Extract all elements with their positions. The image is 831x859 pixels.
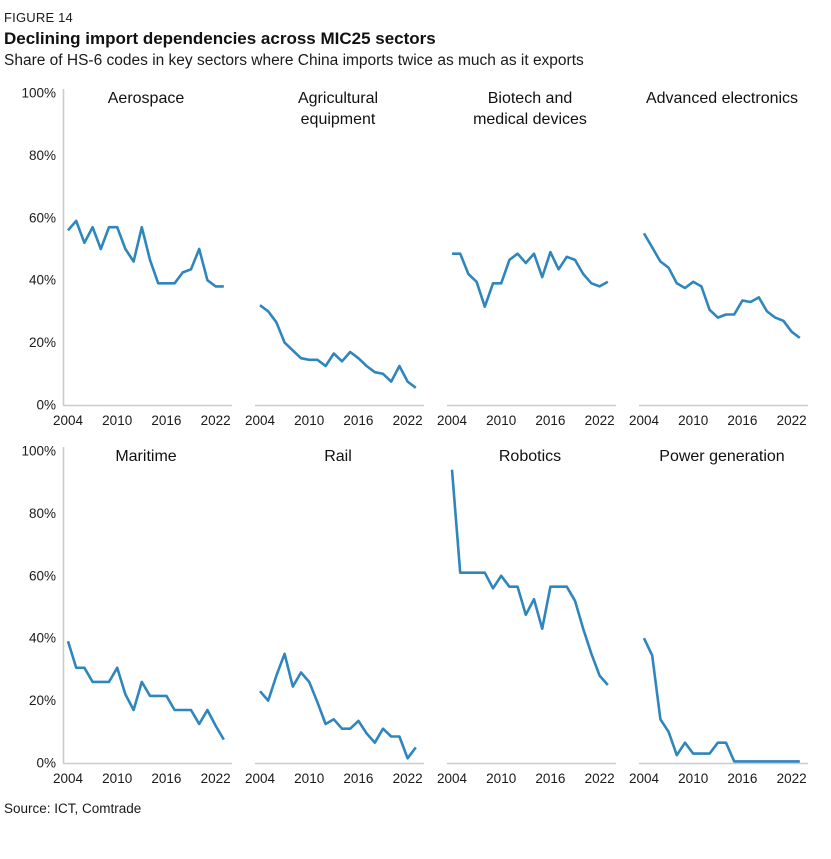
data-line: [642, 232, 801, 339]
y-axis-scale: 100% 80% 60% 40% 20% 0%: [21, 444, 56, 771]
x-tick-label: 2022: [777, 771, 807, 786]
panel-title: Agricultural equipment: [298, 90, 378, 128]
panel-title: Power generation: [659, 448, 784, 465]
figure-title: Declining import dependencies across MIC…: [4, 29, 436, 48]
x-tick-label: 2022: [585, 771, 615, 786]
x-tick-label: 2022: [201, 771, 231, 786]
y-tick-label: 60%: [29, 568, 56, 583]
small-multiples-grid: 100% 80% 60% 40% 20% 0% Aerospace 2004 2010 2016…: [4, 81, 830, 791]
y-tick-label: 0%: [36, 398, 56, 413]
chart-panel: Advanced electronics 2004 2010 2016 2022: [629, 81, 830, 433]
x-tick-label: 2010: [486, 771, 516, 786]
y-tick-label: 80%: [29, 506, 56, 521]
x-tick-label: 2022: [777, 413, 807, 428]
chart-panel: Maritime 2004 2010 2016 2022: [53, 439, 254, 791]
y-tick-label: 60%: [29, 210, 56, 225]
figure-container: FIGURE 14 Declining import dependencies …: [4, 10, 831, 816]
x-tick-label: 2010: [102, 413, 132, 428]
line-chart-aerospace: Aerospace 2004 2010 2016 2022: [53, 89, 232, 428]
x-tick-label: 2022: [585, 413, 615, 428]
x-tick-label: 2016: [727, 771, 757, 786]
line-chart-biotech-and-medical-devices: Biotech and medical devices 2004 2010 2016 20…: [437, 90, 616, 428]
x-tick-label: 2010: [294, 413, 324, 428]
x-tick-label: 2022: [393, 771, 423, 786]
y-tick-label: 0%: [36, 756, 56, 771]
line-chart-maritime: Maritime 2004 2010 2016 2022: [53, 447, 232, 786]
panel-title: Rail: [324, 448, 352, 465]
x-tick-label: 2010: [486, 413, 516, 428]
x-tick-label: 2016: [151, 413, 181, 428]
y-tick-label: 20%: [29, 335, 56, 350]
y-tick-label: 40%: [29, 631, 56, 646]
x-tick-label: 2004: [245, 771, 276, 786]
x-tick-label: 2010: [678, 413, 708, 428]
data-line: [642, 637, 800, 763]
panel-title: Maritime: [115, 448, 176, 465]
line-chart-advanced-electronics: Advanced electronics 2004 2010 2016 2022: [629, 90, 808, 428]
x-tick-label: 2016: [727, 413, 757, 428]
panel-title: Robotics: [499, 448, 561, 465]
figure-label: FIGURE 14: [4, 10, 73, 25]
chart-panel: Rail 2004 2010 2016 2022: [245, 439, 446, 791]
x-tick-label: 2022: [201, 413, 231, 428]
x-tick-label: 2010: [678, 771, 708, 786]
y-axis-labels-row-1: 100% 80% 60% 40% 20% 0%: [4, 81, 62, 433]
data-line: [450, 469, 609, 686]
data-line: [259, 652, 417, 760]
data-line: [452, 250, 609, 308]
chart-panel: Aerospace 2004 2010 2016 2022: [53, 81, 254, 433]
data-line: [259, 304, 417, 389]
charts-row-2: 100% 80% 60% 40% 20% 0% Maritime 2004 2010 2016 2…: [4, 439, 830, 791]
y-tick-label: 80%: [29, 148, 56, 163]
chart-panel: Agricultural equipment 2004 2010 2016 2022: [245, 81, 446, 433]
x-tick-label: 2010: [294, 771, 324, 786]
x-tick-label: 2016: [343, 413, 373, 428]
y-tick-label: 100%: [21, 444, 56, 459]
figure-header: FIGURE 14 Declining import dependencies …: [4, 10, 831, 70]
chart-panel: Biotech and medical devices 2004 2010 2016 20…: [437, 81, 638, 433]
x-tick-label: 2004: [629, 413, 660, 428]
charts-row-1: 100% 80% 60% 40% 20% 0% Aerospace 2004 2010 2016…: [4, 81, 830, 433]
x-tick-label: 2016: [343, 771, 373, 786]
x-tick-label: 2016: [151, 771, 181, 786]
x-tick-label: 2004: [53, 413, 84, 428]
y-tick-label: 100%: [21, 86, 56, 101]
line-chart-power-generation: Power generation 2004 2010 2016 2022: [629, 448, 808, 786]
source-note: Source: ICT, Comtrade: [4, 801, 142, 816]
x-tick-label: 2004: [437, 413, 468, 428]
x-tick-label: 2004: [437, 771, 468, 786]
panel-title: Aerospace: [108, 90, 185, 107]
y-axis-labels-row-2: 100% 80% 60% 40% 20% 0%: [4, 439, 62, 791]
y-tick-label: 20%: [29, 693, 56, 708]
line-chart-rail: Rail 2004 2010 2016 2022: [245, 448, 424, 786]
x-tick-label: 2022: [393, 413, 423, 428]
figure-subtitle: Share of HS-6 codes in key sectors where…: [4, 52, 584, 69]
data-line: [66, 640, 225, 741]
chart-panel: Power generation 2004 2010 2016 2022: [629, 439, 830, 791]
line-chart-robotics: Robotics 2004 2010 2016 2022: [437, 448, 616, 786]
x-tick-label: 2016: [535, 413, 565, 428]
panel-title: Biotech and medical devices: [473, 90, 587, 128]
panel-title: Advanced electronics: [646, 90, 798, 107]
y-axis-scale: 100% 80% 60% 40% 20% 0%: [21, 86, 56, 413]
line-chart-agricultural-equipment: Agricultural equipment 2004 2010 2016 2022: [245, 90, 424, 428]
x-tick-label: 2016: [535, 771, 565, 786]
x-tick-label: 2004: [53, 771, 84, 786]
x-tick-label: 2004: [629, 771, 660, 786]
data-line: [67, 219, 224, 288]
y-tick-label: 40%: [29, 273, 56, 288]
x-tick-label: 2010: [102, 771, 132, 786]
chart-panel: Robotics 2004 2010 2016 2022: [437, 439, 638, 791]
x-tick-label: 2004: [245, 413, 276, 428]
